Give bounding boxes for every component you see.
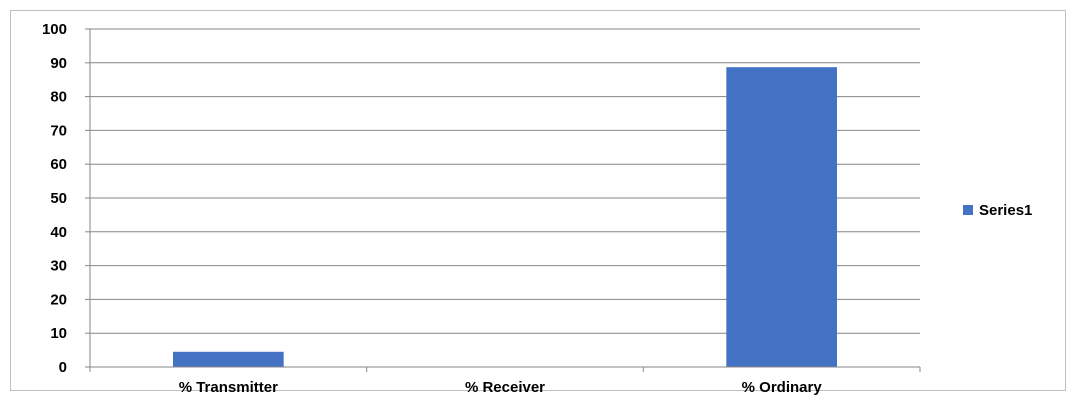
bar <box>173 351 284 367</box>
y-tick-label: 30 <box>50 258 67 275</box>
y-tick-label: 20 <box>50 291 67 308</box>
y-tick-labels: 0 10 20 30 40 50 60 70 80 90 100 <box>42 21 67 376</box>
y-tick-label: 10 <box>50 325 67 342</box>
x-tick-label: % Receiver <box>465 379 545 396</box>
x-tick-label: % Transmitter <box>179 379 278 396</box>
y-tick-label: 90 <box>50 55 67 72</box>
y-tick-label: 0 <box>59 359 67 376</box>
y-tick-label: 50 <box>50 190 67 207</box>
legend-swatch <box>963 205 973 215</box>
bar <box>726 67 837 367</box>
x-tick-labels: % Transmitter % Receiver % Ordinary <box>179 379 823 396</box>
x-tick-label: % Ordinary <box>742 379 823 396</box>
legend: Series1 <box>963 202 1032 219</box>
y-tick-label: 100 <box>42 21 67 38</box>
legend-label: Series1 <box>979 202 1032 219</box>
y-tick-label: 40 <box>50 224 67 241</box>
y-tick-label: 70 <box>50 122 67 139</box>
y-tick-label: 60 <box>50 156 67 173</box>
chart-frame <box>10 10 1066 391</box>
y-tick-label: 80 <box>50 89 67 106</box>
axes <box>89 29 920 368</box>
bars <box>173 67 837 367</box>
